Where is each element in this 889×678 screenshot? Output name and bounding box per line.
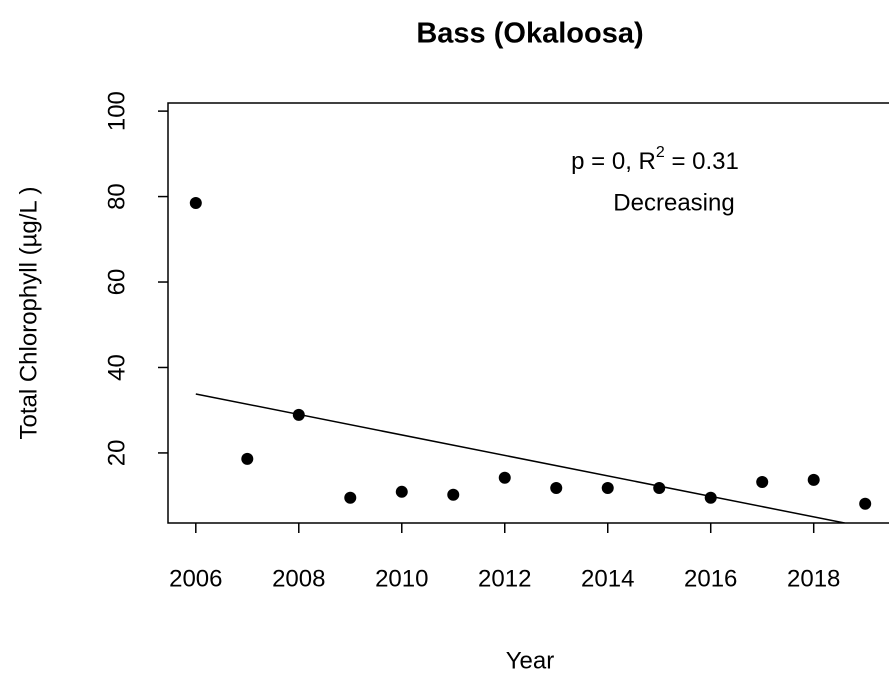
y-tick-label: 80 [103,183,130,210]
data-point [653,481,666,494]
x-tick-label: 2010 [375,565,428,592]
data-point [601,481,614,494]
y-tick-label: 40 [103,354,130,381]
annotation-superscript: 2 [656,144,665,161]
annotation-text: = 0.31 [665,148,739,175]
data-point [241,452,254,465]
x-tick-label: 2016 [684,565,737,592]
data-point [550,481,563,494]
y-tick-label: 20 [103,440,130,467]
x-tick-label: 2008 [272,565,325,592]
data-point [498,471,511,484]
plot-frame [167,102,889,524]
x-tick-label: 2012 [478,565,531,592]
y-tick-label: 60 [103,269,130,296]
data-point [292,408,305,421]
y-tick-label: 100 [103,91,130,131]
annotation-text: p = 0, R [571,148,656,175]
data-point [344,491,357,504]
annotation: p = 0, R2 = 0.31 [571,144,739,175]
data-point [807,473,820,486]
annotation: Decreasing [613,189,734,216]
data-point [756,475,769,488]
data-point [447,488,460,501]
data-point [859,497,872,510]
y-axis-label: Total Chlorophyll (µg/L ) [15,186,42,439]
x-tick-label: 2006 [169,565,222,592]
data-point [704,491,717,504]
chart-title: Bass (Okaloosa) [416,18,643,50]
x-tick-label: 2018 [787,565,840,592]
data-point [189,196,202,209]
x-axis-label: Year [506,647,555,674]
x-tick-label: 2014 [581,565,634,592]
data-point [395,485,408,498]
